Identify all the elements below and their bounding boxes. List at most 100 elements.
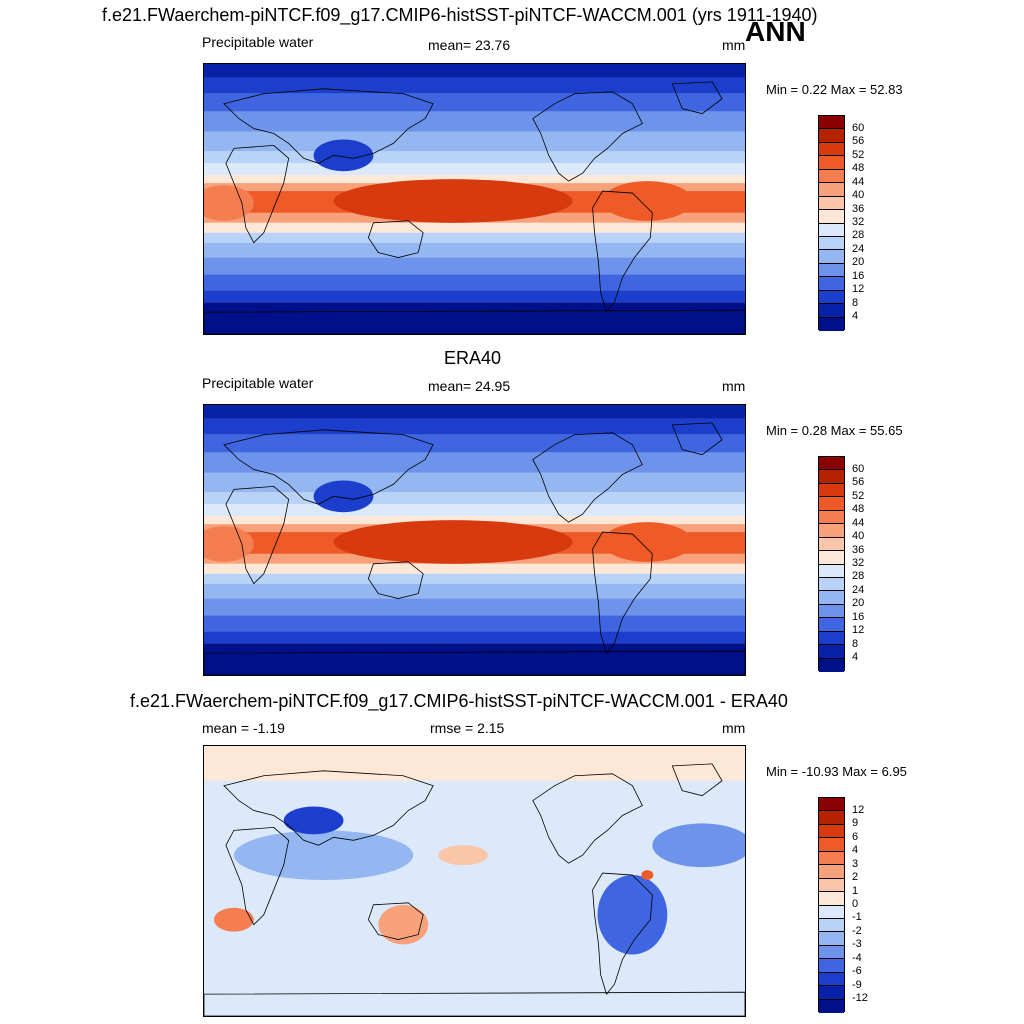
field-anomaly	[333, 520, 573, 564]
field-anomaly	[378, 904, 429, 945]
field-band	[204, 504, 745, 517]
colorbar-tick-label: 20	[852, 597, 865, 610]
colorbar-tick-label: 8	[852, 296, 859, 309]
colorbar-swatch	[819, 497, 844, 511]
field-band	[204, 418, 745, 435]
colorbar-swatch	[819, 116, 844, 130]
colorbar-tick-label: 40	[852, 189, 865, 202]
field-anomaly	[204, 526, 254, 562]
colorbar-tick-label: -1	[852, 911, 862, 924]
colorbar-swatch	[819, 878, 844, 893]
coastline	[532, 773, 643, 864]
field-anomaly	[313, 139, 374, 172]
colorbar-swatch	[819, 457, 844, 471]
colorbar-tick-label: 52	[852, 148, 865, 161]
colorbar-tick-label: 9	[852, 817, 859, 830]
coastline	[592, 190, 653, 314]
panel3-title: f.e21.FWaerchem-piNTCF.f09_g17.CMIP6-his…	[130, 691, 788, 711]
coastline	[367, 561, 424, 599]
colorbar-tick-label: 3	[852, 857, 859, 870]
colorbar-tick-label: 12	[852, 283, 865, 296]
field-anomaly	[652, 823, 745, 868]
field-band	[204, 583, 745, 599]
colorbar-tick-label: 48	[852, 503, 865, 516]
field-band	[204, 516, 745, 525]
season-label: ANN	[745, 16, 806, 47]
colorbar-swatch	[819, 277, 844, 291]
coastline	[204, 991, 745, 1016]
colorbar-swatch	[819, 892, 844, 906]
field-band	[204, 573, 745, 584]
colorbar-swatch	[819, 236, 844, 251]
colorbar-swatch	[819, 169, 844, 184]
colorbar-swatch	[819, 510, 844, 525]
colorbar-tick-label: 60	[852, 121, 865, 134]
coastline	[367, 220, 424, 258]
colorbar-tick-label: 56	[852, 476, 865, 489]
colorbar-swatch	[819, 905, 844, 919]
panel1-units-label: mm	[722, 37, 746, 53]
colorbar-swatch	[819, 918, 844, 933]
field-anomaly	[438, 845, 488, 866]
colorbar-swatch	[819, 604, 844, 619]
coastline	[204, 309, 745, 334]
colorbar-swatch	[819, 564, 844, 578]
panel1-colorbar	[818, 115, 845, 331]
field-band	[204, 434, 745, 453]
colorbar-swatch	[819, 263, 844, 278]
field-band	[204, 232, 745, 243]
field-band	[204, 77, 745, 94]
panel3-colorbar	[818, 797, 845, 1013]
coastline	[223, 429, 434, 505]
field-anomaly	[204, 746, 745, 781]
panel3-minmax: Min = -10.93 Max = 6.95	[766, 764, 907, 779]
map-field	[204, 64, 745, 334]
field-band	[204, 257, 745, 275]
colorbar-tick-label: 32	[852, 216, 865, 228]
colorbar-swatch	[819, 524, 844, 538]
colorbar-tick-label: 28	[852, 229, 865, 242]
field-anomaly	[602, 522, 693, 562]
colorbar-swatch	[819, 537, 844, 552]
colorbar-tick-label: 56	[852, 135, 865, 148]
panel1-variable-label: Precipitable water	[202, 34, 314, 50]
field-band	[204, 64, 745, 78]
colorbar-tick-label: 4	[852, 844, 859, 857]
colorbar-tick-label: 52	[852, 489, 865, 502]
coastline	[532, 91, 643, 182]
field-band	[204, 615, 745, 632]
colorbar-swatch	[819, 304, 844, 318]
panel2-mean-label: mean= 24.95	[428, 378, 511, 394]
coastline	[367, 902, 424, 940]
panel3-units-label: mm	[722, 720, 746, 736]
field-band	[204, 274, 745, 291]
field-band	[204, 452, 745, 473]
map-field	[204, 746, 745, 1016]
colorbar-swatch	[819, 851, 844, 866]
field-band	[204, 405, 745, 419]
panel2-map	[203, 404, 746, 676]
field-band	[204, 163, 745, 176]
coastline	[671, 422, 723, 456]
coastline	[225, 826, 290, 926]
colorbar-tick-label: 16	[852, 610, 865, 623]
colorbar-swatch	[819, 470, 844, 484]
colorbar-tick-label: 6	[852, 830, 859, 843]
field-band	[204, 111, 745, 132]
colorbar-tick-label: 0	[852, 898, 859, 910]
colorbar-tick-label: 12	[852, 803, 865, 816]
colorbar-swatch	[819, 838, 844, 852]
colorbar-tick-label: -6	[852, 965, 862, 978]
colorbar-swatch	[819, 865, 844, 879]
colorbar-swatch	[819, 824, 844, 839]
colorbar-swatch	[819, 483, 844, 498]
panel2-colorbar	[818, 456, 845, 672]
colorbar-swatch	[819, 999, 844, 1013]
colorbar-tick-label: 36	[852, 202, 865, 215]
field-background	[204, 746, 745, 1016]
colorbar-tick-label: 36	[852, 543, 865, 556]
coastline	[223, 770, 434, 846]
colorbar-swatch	[819, 945, 844, 960]
colorbar-tick-label: -4	[852, 951, 862, 964]
field-band	[204, 222, 745, 233]
